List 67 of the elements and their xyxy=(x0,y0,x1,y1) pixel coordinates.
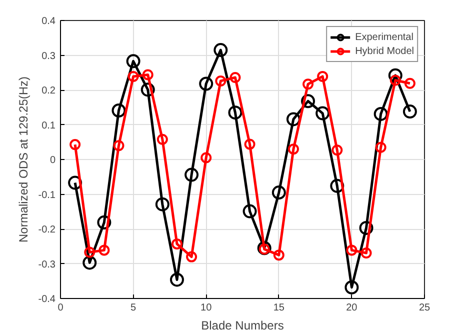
point xyxy=(344,280,359,294)
point xyxy=(317,70,328,82)
point xyxy=(142,69,154,80)
point xyxy=(170,272,184,287)
point xyxy=(84,246,96,258)
x-axis-title: Blade Numbers xyxy=(201,318,284,332)
point xyxy=(126,54,140,68)
point xyxy=(82,256,97,270)
point xyxy=(258,244,270,255)
point xyxy=(199,76,214,91)
point xyxy=(404,78,416,89)
point xyxy=(375,142,386,153)
point xyxy=(242,204,257,218)
point xyxy=(98,244,110,256)
point xyxy=(228,106,242,120)
point xyxy=(316,106,330,120)
point xyxy=(332,144,343,156)
x-tick-label: 0 xyxy=(58,302,64,314)
point xyxy=(359,220,374,235)
point xyxy=(346,244,358,256)
point xyxy=(374,106,388,121)
point xyxy=(330,178,344,193)
point xyxy=(244,138,256,150)
point xyxy=(272,186,286,200)
legend-label: Hybrid Model xyxy=(355,44,414,58)
point xyxy=(273,250,284,261)
point xyxy=(140,82,155,97)
point xyxy=(388,68,402,82)
point xyxy=(360,247,372,258)
point xyxy=(70,139,81,150)
x-tick-label: 25 xyxy=(418,302,430,314)
point xyxy=(68,176,82,190)
point xyxy=(113,140,124,152)
y-tick-label: -0.3 xyxy=(38,259,56,270)
y-tick-label: 0.3 xyxy=(42,50,56,62)
point xyxy=(286,112,300,126)
point xyxy=(302,78,314,90)
x-tick-label: 15 xyxy=(273,302,285,314)
point xyxy=(155,197,170,212)
point xyxy=(390,74,401,86)
x-tick-label: 10 xyxy=(200,302,212,314)
point xyxy=(128,70,139,82)
legend-label: Experimental xyxy=(355,30,414,44)
point xyxy=(156,134,168,145)
point xyxy=(214,43,228,58)
point xyxy=(112,104,126,118)
point xyxy=(230,72,241,83)
y-axis-title: Normalized ODS at 129.25(Hz) xyxy=(16,76,30,243)
y-tick-label: -0.2 xyxy=(38,224,56,236)
y-tick-label: -0.4 xyxy=(38,294,56,305)
point xyxy=(288,144,299,155)
point xyxy=(184,168,199,182)
x-tick-label: 20 xyxy=(346,302,358,314)
y-tick-label: 0 xyxy=(50,155,56,166)
point xyxy=(186,251,198,262)
y-tick-label: -0.1 xyxy=(38,190,56,201)
y-tick-label: 0.4 xyxy=(42,16,56,27)
point xyxy=(200,152,212,164)
y-tick-label: 0.1 xyxy=(42,120,56,132)
point xyxy=(257,241,272,256)
point xyxy=(402,104,417,119)
point xyxy=(171,238,182,250)
y-tick-label: 0.2 xyxy=(42,86,56,96)
point xyxy=(97,215,112,230)
point xyxy=(215,75,226,86)
x-tick-label: 5 xyxy=(130,302,137,314)
point xyxy=(301,94,316,108)
